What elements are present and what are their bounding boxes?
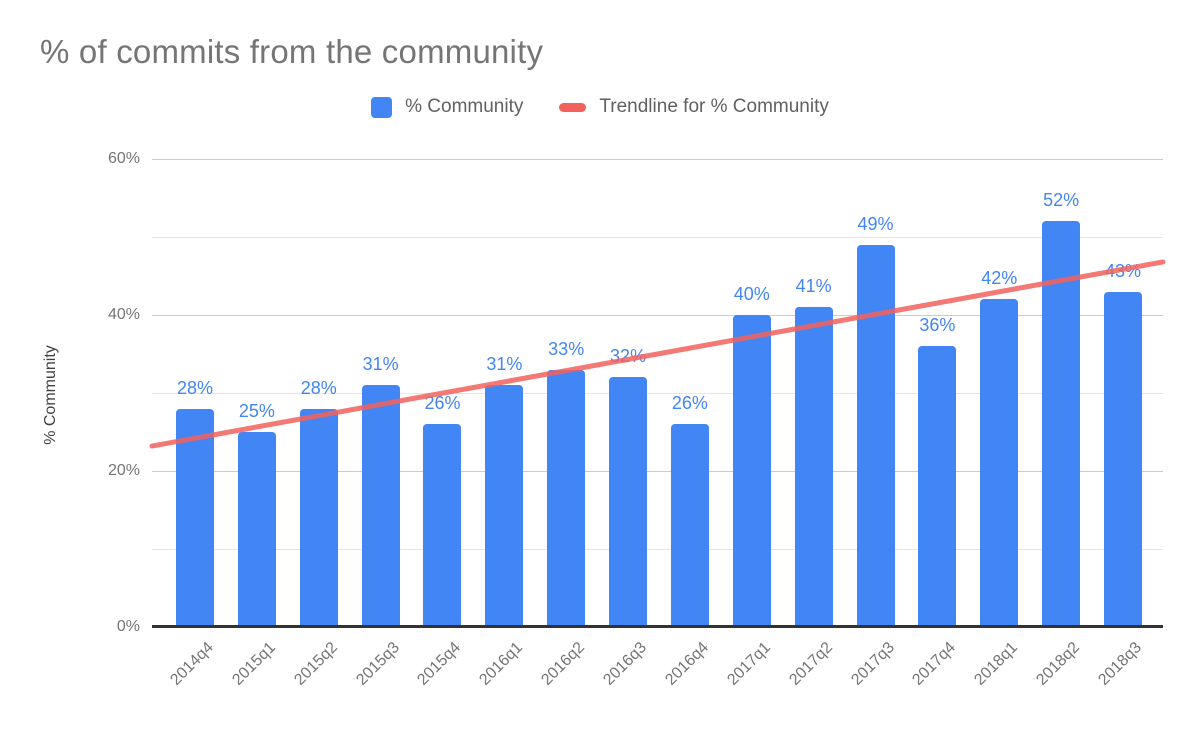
chart-title: % of commits from the community	[40, 33, 544, 70]
gridline-20	[152, 470, 1163, 472]
bar-label-2016q1: 31%	[486, 354, 523, 375]
x-tick-2016q4: 2016q4	[662, 639, 712, 689]
bar-2016q4[interactable]	[670, 424, 709, 627]
x-tick-2017q2: 2017q2	[785, 639, 836, 689]
gridline-30	[152, 392, 1163, 394]
x-tick-2015q3: 2015q3	[352, 639, 403, 689]
bar-label-2018q2: 52%	[1043, 190, 1080, 211]
bar-2016q1[interactable]	[485, 385, 524, 627]
bar-2017q4[interactable]	[918, 346, 957, 627]
x-tick-2018q2: 2018q2	[1033, 639, 1084, 689]
bar-2015q1[interactable]	[237, 432, 276, 627]
bar-2015q3[interactable]	[361, 385, 400, 627]
x-tick-2015q1: 2015q1	[229, 639, 279, 689]
gridline-50	[152, 236, 1163, 238]
bar-2014q4[interactable]	[176, 408, 214, 627]
x-tick-2014q4: 2014q4	[167, 639, 218, 689]
trendline[interactable]	[149, 259, 1166, 449]
plot-area: 28% 25% 28% 31% 26% 31% 33% 32% 26% 40% 41% 49% 36% 4…	[149, 158, 1166, 628]
y-tick-0: 0%	[116, 618, 140, 635]
bar-2016q3[interactable]	[609, 377, 648, 627]
legend-dash-icon	[559, 102, 587, 112]
gridline-40	[152, 314, 1163, 316]
x-tick-2017q4: 2017q4	[909, 639, 960, 689]
y-axis-ticks: 0% 20% 40% 60%	[0, 150, 140, 635]
x-axis-ticks: 2014q4 2015q1 2015q2 2015q3 2015q4 2016q1 2016…	[152, 639, 1163, 734]
bar-2017q1[interactable]	[732, 315, 771, 627]
bar-label-2017q4: 36%	[919, 315, 956, 336]
bar-label-2014q4: 28%	[176, 377, 214, 398]
bar-label-2015q2: 28%	[300, 377, 337, 398]
bar-2018q3[interactable]	[1104, 291, 1142, 627]
bar-2017q2[interactable]	[794, 307, 833, 627]
legend-label-trendline: Trendline for % Community	[599, 96, 829, 117]
bar-2015q2[interactable]	[299, 408, 338, 627]
x-tick-2018q3: 2018q3	[1095, 639, 1146, 689]
legend-item-community[interactable]: % Community	[371, 96, 523, 118]
x-tick-2017q1: 2017q1	[724, 639, 774, 689]
bar-label-2017q1: 40%	[733, 284, 770, 304]
x-tick-2015q4: 2015q4	[414, 639, 465, 689]
bar-2017q3[interactable]	[856, 244, 895, 627]
legend-square-icon	[371, 96, 393, 118]
x-tick-2016q3: 2016q3	[600, 639, 651, 689]
bar-label-2017q2: 41%	[795, 276, 832, 297]
x-tick-2018q1: 2018q1	[971, 639, 1022, 689]
y-tick-60: 60%	[107, 150, 140, 167]
x-tick-2016q1: 2016q1	[476, 639, 527, 689]
bar-2016q2[interactable]	[547, 369, 586, 627]
gridline-10	[152, 548, 1163, 550]
x-tick-2015q2: 2015q2	[290, 639, 341, 689]
bar-2018q2[interactable]	[1042, 221, 1081, 627]
x-axis-baseline	[152, 625, 1163, 628]
bar-label-2015q4: 26%	[424, 393, 461, 414]
bar-2018q1[interactable]	[980, 299, 1019, 627]
legend-item-trendline[interactable]: Trendline for % Community	[559, 96, 829, 118]
bar-label-2015q1: 25%	[238, 401, 275, 421]
x-tick-2017q3: 2017q3	[847, 639, 898, 689]
x-tick-2016q2: 2016q2	[538, 639, 589, 689]
y-tick-40: 40%	[107, 306, 140, 323]
y-tick-20: 20%	[107, 462, 140, 479]
gridline-60	[152, 158, 1163, 160]
bar-label-2015q3: 31%	[362, 354, 399, 375]
bar-label-2018q1: 42%	[981, 268, 1018, 289]
legend: % Community Trendline for % Community	[0, 96, 1200, 118]
bar-2015q4[interactable]	[423, 424, 462, 627]
bar-label-2016q4: 26%	[671, 393, 708, 414]
bar-label-2016q2: 33%	[548, 338, 585, 359]
bar-label-2017q3: 49%	[857, 213, 894, 234]
legend-label-community: % Community	[405, 96, 524, 117]
